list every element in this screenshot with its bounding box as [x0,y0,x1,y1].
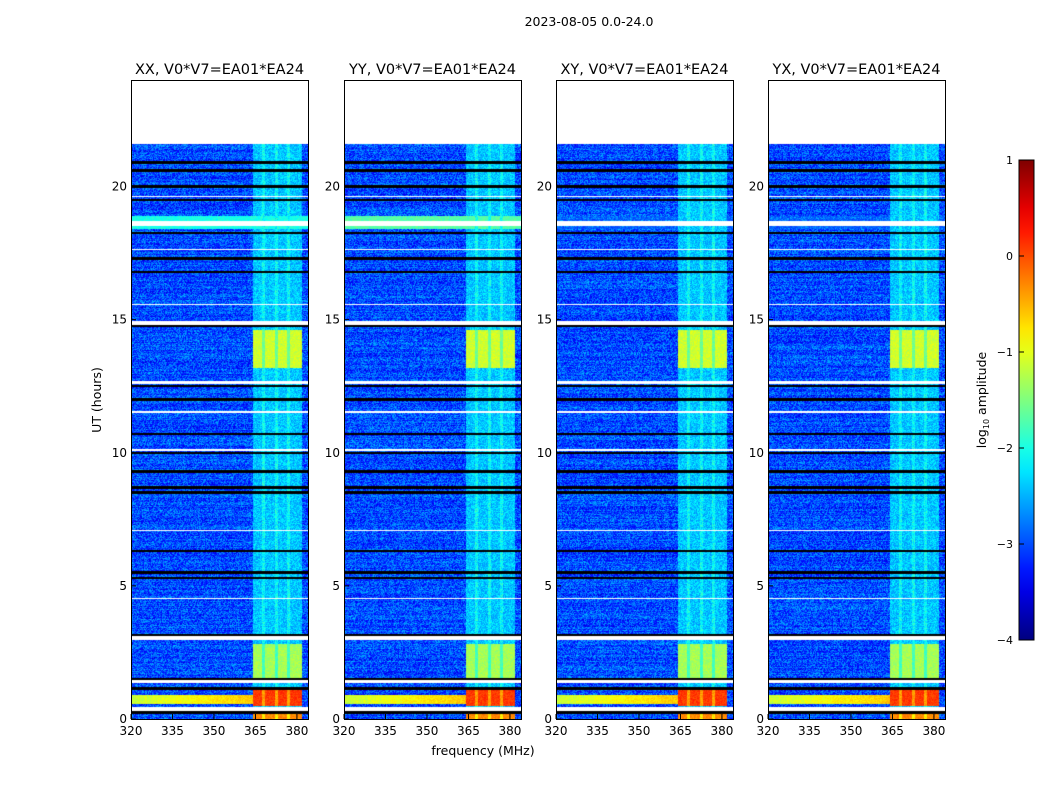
y-tick-label: 5 [756,579,764,593]
colorbar-label: log10 amplitude [974,351,991,448]
panel-xx: XX, V0*V7=EA01*EA24 320 335 350 365 380 0 5 10 15… [112,62,309,738]
colorbar-tick-label: −2 [997,442,1013,455]
colorbar-gradient [1018,159,1035,641]
colorbar-tick-label: −3 [997,538,1013,551]
panel-title: XX, V0*V7=EA01*EA24 [135,62,304,78]
y-tick-label: 0 [119,712,127,726]
y-tick-label: 15 [325,313,340,327]
colorbar-tick-label: 0 [1006,250,1013,263]
y-tick-label: 15 [537,313,552,327]
y-tick-label: 10 [112,446,127,460]
panel-xy: XY, V0*V7=EA01*EA24 320 335 350 365 380 0 5 10 15… [537,62,734,738]
panel-yx: YX, V0*V7=EA01*EA24 320 335 350 365 380 0 5 10 15… [749,62,946,738]
spectrogram-heatmap [344,80,521,719]
colorbar-tick-label: −1 [997,346,1013,359]
x-tick-label: 365 [881,724,904,738]
y-tick-label: 5 [119,579,127,593]
axes-border [131,80,309,720]
y-tick-label: 10 [325,446,340,460]
y-tick-label: 20 [537,180,552,194]
x-axis-label: frequency (MHz) [431,743,534,758]
y-tick-label: 0 [756,712,764,726]
y-tick-label: 10 [749,446,764,460]
x-tick-label: 365 [244,724,267,738]
panel-title: XY, V0*V7=EA01*EA24 [560,62,728,78]
y-tick-label: 10 [537,446,552,460]
colorbar: 1 0 −1 −2 −3 −4 log10 amplitude [974,154,1035,647]
x-tick-label: 380 [922,724,945,738]
x-tick-label: 320 [120,724,143,738]
x-tick-label: 335 [798,724,821,738]
x-tick-label: 380 [498,724,521,738]
y-tick-label: 0 [544,712,552,726]
x-tick-label: 335 [586,724,609,738]
y-tick-label: 5 [332,579,340,593]
x-tick-label: 350 [840,724,863,738]
y-tick-label: 20 [749,180,764,194]
panels: XX, V0*V7=EA01*EA24 320 335 350 365 380 0 5 10 15… [112,62,946,738]
x-tick-label: 380 [710,724,733,738]
x-tick-label: 320 [545,724,568,738]
x-tick-label: 350 [628,724,651,738]
x-tick-label: 365 [457,724,480,738]
figure-suptitle: 2023-08-05 0.0-24.0 [525,14,654,29]
axes-border [556,80,734,720]
x-tick-label: 335 [374,724,397,738]
y-tick-label: 15 [749,313,764,327]
y-axis-label: UT (hours) [89,367,104,433]
spectrogram-heatmap [768,80,945,719]
axes-border [768,80,946,720]
panel-title: YY, V0*V7=EA01*EA24 [348,62,516,78]
colorbar-tick-label: 1 [1006,154,1013,167]
y-tick-label: 0 [332,712,340,726]
spectrogram-heatmap [556,80,733,719]
x-tick-label: 335 [161,724,184,738]
x-tick-label: 320 [333,724,356,738]
y-tick-label: 15 [112,313,127,327]
x-tick-label: 380 [285,724,308,738]
x-tick-label: 365 [669,724,692,738]
x-tick-label: 320 [757,724,780,738]
y-tick-label: 20 [112,180,127,194]
axes-border [344,80,522,720]
y-tick-label: 5 [544,579,552,593]
spectrogram-heatmap [131,80,308,719]
y-tick-label: 20 [325,180,340,194]
panel-title: YX, V0*V7=EA01*EA24 [771,62,940,78]
panel-yy: YY, V0*V7=EA01*EA24 320 335 350 365 380 0 5 10 15… [325,62,522,738]
colorbar-tick-label: −4 [997,634,1013,647]
x-tick-label: 350 [416,724,439,738]
x-tick-label: 350 [203,724,226,738]
